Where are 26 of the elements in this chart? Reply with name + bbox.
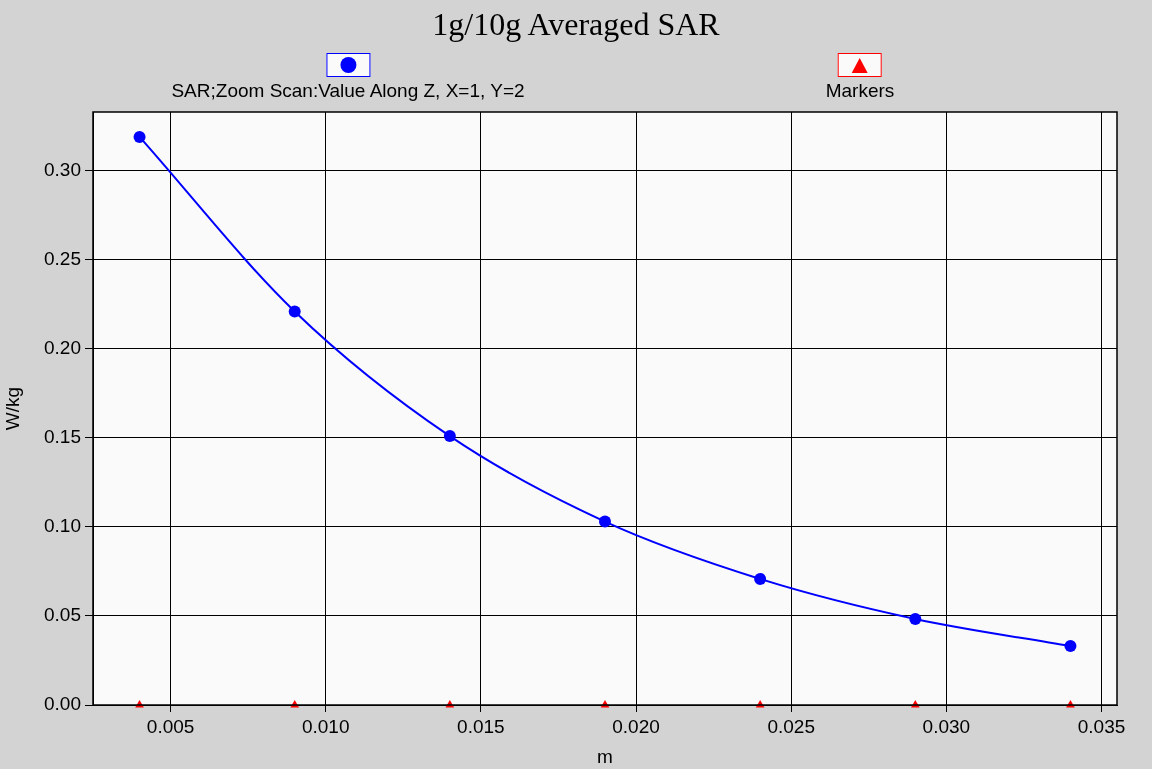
x-tick-label: 0.030 — [922, 715, 971, 737]
legend-label: SAR;Zoom Scan:Value Along Z, X=1, Y=2 — [171, 80, 525, 101]
x-tick-label: 0.035 — [1077, 715, 1126, 737]
x-axis-title: m — [597, 745, 613, 767]
legend-label: Markers — [825, 80, 895, 101]
y-tick-label: 0.15 — [44, 426, 81, 448]
x-tick-label: 0.010 — [301, 715, 350, 737]
point — [443, 430, 456, 443]
x-tick-label: 0.020 — [612, 715, 660, 737]
y-tick-label: 0.05 — [44, 604, 81, 626]
point — [133, 130, 146, 143]
y-tick-label: 0.30 — [44, 159, 81, 180]
point — [754, 572, 767, 585]
y-tick-label: 0.25 — [44, 248, 81, 270]
point — [909, 612, 922, 625]
y-axis-title: W/kg — [1, 386, 23, 431]
point — [288, 305, 301, 318]
y-tick-label: 0.10 — [44, 515, 81, 537]
point — [1064, 640, 1077, 653]
x-tick-label: 0.025 — [767, 715, 815, 737]
x-tick-label: 0.005 — [146, 715, 195, 737]
x-tick-label: 0.015 — [457, 715, 505, 737]
y-tick-label: 0.00 — [44, 693, 81, 715]
chart-title: 1g/10g Averaged SAR — [431, 6, 721, 43]
point — [599, 515, 611, 528]
y-tick-label: 0.20 — [44, 337, 81, 359]
